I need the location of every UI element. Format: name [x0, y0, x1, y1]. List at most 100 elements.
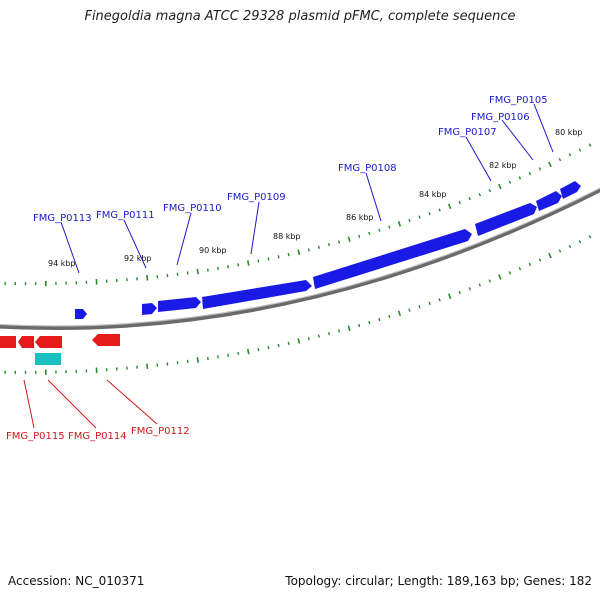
scale-tick — [368, 320, 371, 325]
scale-tick — [528, 262, 532, 267]
scale-tick — [347, 325, 351, 332]
scale-tick — [327, 332, 331, 336]
scale-tick — [368, 231, 371, 236]
scale-tick — [458, 290, 461, 295]
scale-tick — [508, 180, 512, 184]
scale-tick — [548, 161, 552, 168]
scale-tick — [267, 345, 270, 350]
reverse-gene[interactable] — [35, 336, 62, 348]
scale-tick — [388, 314, 391, 319]
scale-tick — [438, 208, 441, 212]
scale-tick — [397, 310, 402, 317]
scale-tick — [277, 255, 280, 259]
scale-tick — [297, 249, 301, 256]
scale-tick — [478, 283, 481, 287]
scale-tick — [196, 268, 199, 275]
scale-tick — [578, 148, 582, 152]
scale-tick — [146, 275, 149, 281]
scale-tick — [558, 157, 562, 162]
scale-tick — [498, 274, 502, 280]
label-fmg-p0108[interactable]: FMG_P0108 — [338, 163, 397, 174]
label-fmg-p0109[interactable]: FMG_P0109 — [227, 192, 286, 203]
scale-tick — [287, 252, 290, 257]
scale-tick — [277, 343, 280, 348]
scale-tick — [247, 348, 250, 355]
scale-tick — [418, 215, 421, 219]
label-fmg-p0113[interactable]: FMG_P0113 — [33, 213, 92, 224]
scale-tick — [538, 167, 542, 171]
scale-tick — [518, 176, 522, 180]
label-fmg-p0107[interactable]: FMG_P0107 — [438, 127, 497, 138]
scale-tick — [146, 363, 149, 369]
reverse-genes — [0, 334, 120, 348]
reverse-gene[interactable] — [92, 334, 120, 346]
rna-gene[interactable] — [35, 353, 61, 365]
scale-tick — [458, 200, 461, 205]
forward-gene[interactable] — [202, 280, 312, 309]
scale-tick — [338, 240, 341, 244]
scale-tick — [257, 259, 260, 263]
accession-text: Accession: NC_010371 — [8, 574, 145, 588]
scale-tick — [297, 338, 301, 344]
scale-tick — [588, 235, 592, 239]
scale-tick — [327, 243, 331, 247]
scale-tick — [448, 293, 452, 300]
forward-gene[interactable] — [475, 203, 537, 236]
forward-gene[interactable] — [536, 191, 562, 211]
scale-tick — [237, 351, 240, 356]
scale-label-80: 80 kbp — [555, 128, 583, 137]
label-fmg-p0112[interactable]: FMG_P0112 — [131, 426, 190, 437]
scale-tick — [468, 287, 471, 291]
label-fmg-p0106[interactable]: FMG_P0106 — [471, 112, 530, 123]
scale-tick — [307, 337, 310, 341]
scale-label-88: 88 kbp — [273, 232, 301, 241]
scale-tick — [378, 228, 381, 232]
reverse-gene[interactable] — [18, 336, 34, 348]
scale-tick — [408, 308, 411, 312]
scale-tick — [196, 357, 199, 363]
scale-tick — [267, 257, 270, 261]
scale-label-86: 86 kbp — [346, 213, 374, 222]
scale-tick — [317, 334, 320, 338]
scale-labels: 80 kbp 82 kbp 84 kbp 86 kbp 88 kbp 90 kb… — [48, 128, 583, 268]
scale-label-90: 90 kbp — [199, 246, 227, 255]
scale-tick — [568, 153, 572, 157]
scale-tick — [518, 267, 522, 271]
topology-summary: Topology: circular; Length: 189,163 bp; … — [285, 574, 592, 588]
scale-tick — [488, 188, 492, 193]
scale-tick — [307, 248, 310, 252]
reverse-gene[interactable] — [0, 336, 16, 348]
scale-tick — [247, 260, 250, 266]
scale-tick — [418, 305, 421, 309]
forward-gene[interactable] — [142, 303, 157, 315]
scale-tick — [478, 193, 482, 197]
scale-label-84: 84 kbp — [419, 190, 447, 199]
scale-tick — [388, 225, 391, 229]
scale-tick — [447, 203, 452, 210]
label-fmg-p0110[interactable]: FMG_P0110 — [163, 203, 222, 214]
scale-tick — [498, 183, 502, 190]
forward-gene-labels: FMG_P0105 FMG_P0106 FMG_P0107 FMG_P0108 … — [33, 95, 554, 274]
scale-tick — [568, 244, 572, 249]
scale-tick — [338, 329, 341, 333]
scale-tick — [237, 263, 240, 267]
scale-tick — [468, 197, 471, 201]
scale-tick — [558, 249, 562, 253]
outer-tick-ring — [4, 143, 592, 287]
label-fmg-p0114[interactable]: FMG_P0114 — [68, 431, 127, 442]
forward-gene[interactable] — [313, 229, 472, 289]
forward-gene-small[interactable] — [75, 309, 87, 319]
forward-gene[interactable] — [560, 181, 581, 199]
label-fmg-p0111[interactable]: FMG_P0111 — [96, 210, 155, 221]
scale-tick — [317, 245, 320, 249]
label-fmg-p0105[interactable]: FMG_P0105 — [489, 95, 548, 106]
scale-tick — [588, 143, 592, 147]
scale-tick — [428, 301, 431, 306]
inner-tick-ring — [4, 235, 592, 375]
forward-gene[interactable] — [158, 297, 201, 312]
scale-tick — [488, 279, 492, 283]
label-fmg-p0115[interactable]: FMG_P0115 — [6, 431, 65, 442]
scale-tick — [378, 317, 381, 322]
scale-tick — [408, 218, 411, 223]
